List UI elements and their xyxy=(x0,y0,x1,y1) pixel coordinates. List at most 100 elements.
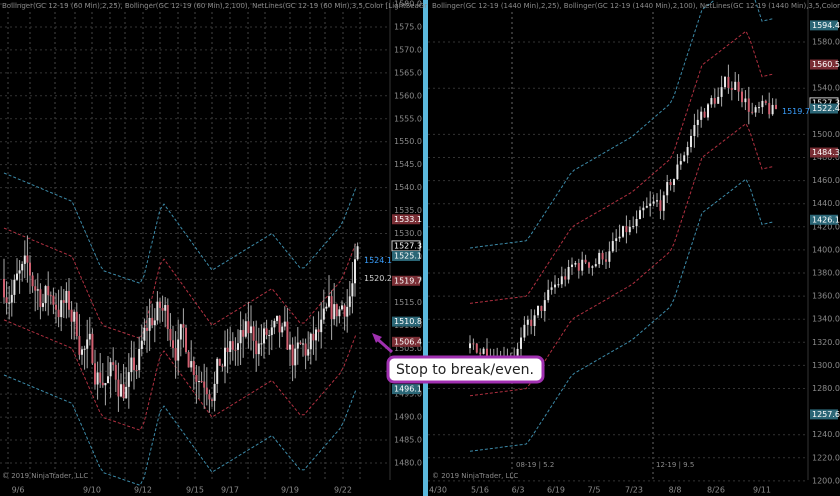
candle-body xyxy=(291,344,294,366)
candle-body xyxy=(469,343,471,349)
candle-body xyxy=(263,328,265,344)
candle-body xyxy=(101,382,104,386)
candle-body xyxy=(166,305,169,329)
candle-body xyxy=(26,255,29,263)
candle-body xyxy=(68,290,70,310)
candle-body xyxy=(268,335,271,337)
candle-body xyxy=(547,289,550,301)
candle-body xyxy=(540,305,543,311)
candle-body xyxy=(571,264,573,267)
price-tick-label: 1565.0 xyxy=(394,68,422,77)
candle-body xyxy=(73,311,76,322)
candle-body xyxy=(42,303,44,307)
candle-body xyxy=(29,262,31,276)
price-label-box xyxy=(392,214,420,225)
candle-body xyxy=(36,289,39,291)
candle-body xyxy=(758,107,760,109)
candle-body xyxy=(83,348,86,350)
candle-body xyxy=(628,226,631,233)
candle-body xyxy=(315,329,317,341)
candle-body xyxy=(577,262,580,271)
price-tick-label: 1570.0 xyxy=(394,45,422,54)
price-tick-label: 1300.0 xyxy=(812,361,840,370)
candle-body xyxy=(328,296,330,307)
candle-body xyxy=(47,286,50,296)
price-tick-label: 1485.0 xyxy=(394,436,422,445)
candle-body xyxy=(727,76,730,88)
candle-body xyxy=(584,259,587,263)
candle-body xyxy=(591,266,594,268)
candle-body xyxy=(255,340,258,355)
candle-body xyxy=(683,155,686,162)
candle-body xyxy=(751,111,754,113)
session-label: 12-19 | 9.5 xyxy=(656,461,694,469)
price-label: 1257.6 xyxy=(812,410,840,419)
candle-body xyxy=(60,300,63,318)
candle-body xyxy=(516,348,519,359)
candle-body xyxy=(309,333,312,350)
candle-body xyxy=(283,321,286,327)
candle-body xyxy=(356,246,359,260)
price-label-box xyxy=(810,20,838,31)
band-line xyxy=(469,30,775,304)
candle-body xyxy=(296,342,299,349)
candle-body xyxy=(179,324,182,340)
candle-body xyxy=(294,348,297,366)
price-tick-label: 1200.0 xyxy=(812,476,840,485)
candle-body xyxy=(39,289,42,307)
candle-body xyxy=(673,179,675,186)
date-label: 6/19 xyxy=(547,486,565,495)
candle-body xyxy=(44,286,47,304)
date-label: 9/10 xyxy=(83,486,101,495)
candle-body xyxy=(146,327,148,331)
date-label: 7/5 xyxy=(588,486,601,495)
candle-body xyxy=(192,361,195,376)
candle-body xyxy=(707,104,709,118)
price-tick-label: 1580.0 xyxy=(394,0,422,9)
candle-body xyxy=(231,341,234,350)
candle-body xyxy=(537,305,539,316)
candle-body xyxy=(81,349,83,355)
candle-body xyxy=(203,381,206,388)
candle-body xyxy=(635,218,638,227)
price-tick-label: 1440.0 xyxy=(812,199,840,208)
candle-body xyxy=(75,311,78,337)
candle-body xyxy=(720,87,723,97)
candle-body xyxy=(520,337,522,349)
candle-body xyxy=(351,283,354,297)
price-label: 1510.8 xyxy=(394,317,422,326)
price-label: 1522.4 xyxy=(812,104,840,113)
candle-body xyxy=(62,300,65,303)
candle-body xyxy=(135,370,138,372)
candle-body xyxy=(639,210,641,219)
candle-body xyxy=(304,343,307,356)
candle-body xyxy=(107,376,109,384)
candle-body xyxy=(679,161,682,165)
price-tick-label: 1220.0 xyxy=(812,453,840,462)
candle-body xyxy=(686,147,689,156)
price-label-box xyxy=(391,240,421,252)
candle-body xyxy=(278,315,281,333)
candle-body xyxy=(8,302,11,304)
candle-body xyxy=(533,315,536,327)
candle-body xyxy=(348,296,351,307)
candle-body xyxy=(130,357,133,373)
candle-body xyxy=(23,255,26,264)
candle-body xyxy=(164,305,167,311)
candle-body xyxy=(354,259,356,284)
candle-body xyxy=(226,347,229,352)
candle-body xyxy=(312,333,315,341)
candle-body xyxy=(86,339,89,349)
candle-body xyxy=(335,304,338,317)
candle-body xyxy=(153,320,156,326)
candle-body xyxy=(333,304,336,320)
price-label: 1519.7 xyxy=(782,107,810,116)
candle-body xyxy=(161,307,164,311)
candle-body xyxy=(662,195,665,211)
candle-body xyxy=(696,119,699,126)
price-tick-label: 1545.0 xyxy=(394,160,422,169)
right-header: Bollinger(GC 12-19 (1440 Min),2,25), Bol… xyxy=(432,2,840,10)
candle-body xyxy=(567,266,570,280)
price-label-box xyxy=(810,59,838,70)
price-tick-label: 1575.0 xyxy=(394,22,422,31)
